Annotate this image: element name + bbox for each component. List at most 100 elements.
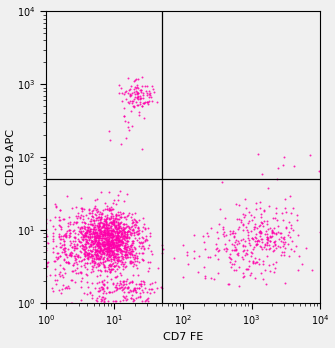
Point (108, 229, 114, 234)
Point (154, 286, 160, 291)
Point (121, 240, 126, 246)
Point (102, 200, 108, 206)
Point (146, 266, 152, 271)
Point (65, 220, 70, 226)
Point (101, 250, 107, 256)
Point (53, 282, 59, 287)
Point (139, 299, 144, 304)
Point (117, 258, 122, 263)
Point (109, 230, 114, 235)
Point (94, 231, 100, 237)
Point (82, 244, 87, 250)
Point (128, 242, 133, 247)
Point (97, 240, 103, 246)
Point (84, 238, 89, 243)
Point (296, 233, 301, 238)
Point (89, 239, 94, 245)
Point (93, 237, 98, 243)
Point (127, 260, 132, 265)
Point (309, 267, 315, 272)
Point (107, 224, 113, 230)
Point (111, 213, 116, 219)
Point (123, 240, 128, 245)
Point (117, 234, 122, 239)
Point (56, 214, 62, 220)
Point (43, 245, 49, 251)
Point (95, 263, 101, 269)
Point (105, 228, 110, 234)
Point (129, 92, 134, 97)
Point (119, 230, 125, 235)
Point (245, 266, 250, 272)
Point (121, 293, 126, 298)
Point (57, 207, 62, 212)
Point (257, 230, 262, 236)
Point (107, 205, 112, 211)
Point (104, 284, 110, 290)
Point (149, 286, 155, 291)
Point (116, 237, 121, 243)
Point (83, 232, 89, 238)
Point (118, 221, 123, 226)
Point (93, 247, 99, 253)
Point (119, 230, 125, 236)
Point (124, 277, 129, 282)
Point (97, 229, 102, 235)
Point (89, 295, 95, 301)
Point (111, 253, 116, 258)
Point (65, 284, 71, 289)
Point (105, 238, 111, 243)
Point (72, 242, 77, 247)
Point (118, 223, 123, 229)
Point (92, 238, 98, 244)
Point (58, 253, 63, 259)
Point (112, 197, 117, 203)
Point (117, 246, 122, 252)
Point (240, 248, 246, 254)
Point (84, 239, 89, 244)
Point (283, 225, 288, 231)
Point (98, 229, 104, 234)
Point (91, 229, 96, 235)
Point (89, 238, 94, 244)
Point (112, 274, 118, 279)
Point (237, 240, 242, 246)
Point (213, 252, 218, 258)
Point (142, 281, 147, 287)
Point (89, 255, 95, 261)
Point (84, 227, 89, 233)
Point (109, 231, 115, 237)
Point (66, 228, 72, 233)
Point (243, 252, 248, 258)
Point (96, 239, 101, 245)
Point (125, 285, 131, 290)
Point (122, 294, 127, 300)
Point (130, 248, 136, 254)
Point (100, 232, 106, 238)
Point (236, 264, 242, 270)
Point (252, 234, 257, 240)
Point (116, 245, 121, 250)
Point (57, 254, 63, 259)
Point (105, 248, 110, 254)
Point (256, 238, 262, 244)
Point (93, 254, 99, 260)
Point (233, 267, 239, 273)
Point (288, 246, 293, 252)
Point (99, 214, 104, 220)
Point (93, 234, 99, 240)
Point (284, 224, 289, 229)
Point (120, 256, 126, 262)
Point (253, 255, 258, 260)
Point (105, 239, 110, 244)
Point (246, 233, 251, 238)
Point (116, 255, 121, 260)
Point (102, 224, 107, 230)
Point (127, 289, 132, 294)
Point (87, 234, 92, 240)
Point (116, 230, 121, 236)
Point (119, 261, 124, 267)
Point (112, 264, 117, 269)
Point (104, 242, 110, 247)
Point (138, 97, 143, 102)
